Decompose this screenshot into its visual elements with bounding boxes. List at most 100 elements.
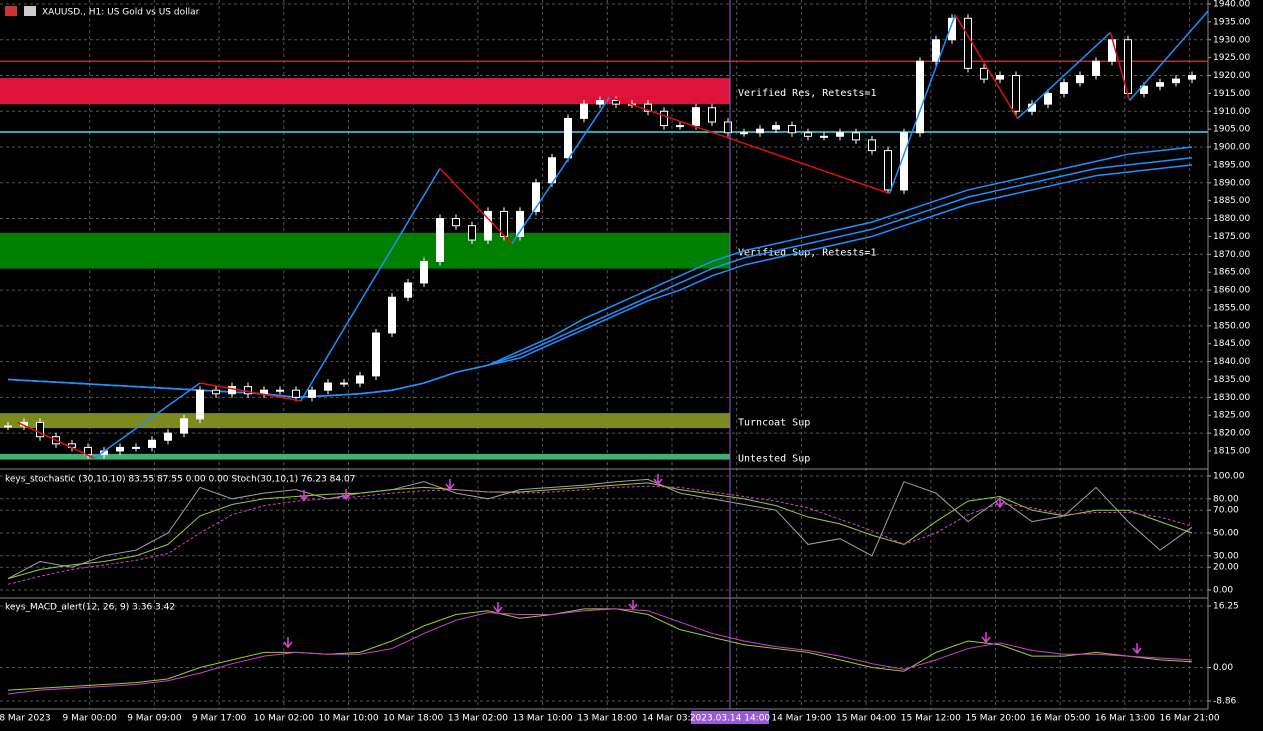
x-tick-label: 13 Mar 02:00 xyxy=(448,714,508,724)
y-tick-label: 1825.00 xyxy=(1213,411,1250,421)
candle xyxy=(180,418,188,434)
y-tick-label: 1845.00 xyxy=(1213,339,1250,349)
x-tick-label: 16 Mar 05:00 xyxy=(1030,714,1090,724)
candle xyxy=(4,425,12,428)
candle xyxy=(836,132,844,137)
candle xyxy=(228,386,236,395)
candle xyxy=(356,375,364,384)
cursor-label: 2023.03.14 14:00 xyxy=(690,714,771,724)
y-tick-label: 1895.00 xyxy=(1213,160,1250,170)
candle xyxy=(644,103,652,112)
candle xyxy=(996,75,1004,80)
zigzag xyxy=(609,96,890,195)
candle xyxy=(932,39,940,62)
candle xyxy=(148,439,156,448)
x-tick-label: 13 Mar 18:00 xyxy=(577,714,637,724)
candle xyxy=(436,218,444,262)
candle xyxy=(388,296,396,334)
candle xyxy=(900,132,908,191)
y-tick-label: 1900.00 xyxy=(1213,143,1250,153)
candle xyxy=(372,332,380,377)
zigzag xyxy=(199,382,301,402)
y-tick-label: 1830.00 xyxy=(1213,393,1250,403)
cursor-label-bg xyxy=(691,711,769,724)
zigzag xyxy=(93,382,201,459)
candle xyxy=(804,132,812,137)
candle xyxy=(308,389,316,398)
candle xyxy=(1012,75,1020,112)
timeframe-icon[interactable] xyxy=(24,6,36,16)
candle xyxy=(772,125,780,130)
candle xyxy=(868,139,876,152)
zigzag xyxy=(300,168,441,402)
candle xyxy=(660,110,668,127)
zigzag xyxy=(439,167,513,245)
y-tick-label: 80.00 xyxy=(1213,494,1239,504)
y-tick-label: 1915.00 xyxy=(1213,89,1250,99)
indicator-title: keys_MACD_alert(12, 26, 9) 3.36 3.42 xyxy=(5,603,175,613)
y-tick-label: 1930.00 xyxy=(1213,35,1250,45)
moving-average xyxy=(7,164,1193,399)
y-tick-label: 1860.00 xyxy=(1213,286,1250,296)
x-tick-label: 14 Mar 03:00 xyxy=(642,714,702,724)
candle xyxy=(1076,75,1084,84)
y-tick-label: 0.00 xyxy=(1213,586,1233,596)
zone-label: Verified Res, Retests=1 xyxy=(738,88,876,99)
zigzag xyxy=(1017,32,1111,119)
y-tick-label: 1890.00 xyxy=(1213,178,1250,188)
y-tick-label: 1865.00 xyxy=(1213,268,1250,278)
candle xyxy=(564,117,572,159)
indicator-line xyxy=(7,608,1193,695)
candle xyxy=(1092,60,1100,77)
candle xyxy=(852,132,860,141)
y-tick-label: 1870.00 xyxy=(1213,250,1250,260)
y-tick-label: 1815.00 xyxy=(1213,447,1250,457)
candle xyxy=(1140,85,1148,94)
candle xyxy=(1108,39,1116,62)
x-tick-label: 14 Mar 19:00 xyxy=(771,714,831,724)
candle xyxy=(1044,92,1052,105)
y-tick-label: 100.00 xyxy=(1213,472,1245,482)
x-tick-label: 9 Mar 09:00 xyxy=(127,714,182,724)
candle xyxy=(724,121,732,134)
y-tick-label: 1835.00 xyxy=(1213,375,1250,385)
x-tick-label: 10 Mar 10:00 xyxy=(318,714,378,724)
indicator-title: keys_stochastic (30,10,10) 83.55 87.55 0… xyxy=(5,475,355,485)
symbol-icon[interactable] xyxy=(5,6,17,16)
candle xyxy=(676,125,684,128)
candle xyxy=(708,107,716,123)
candle xyxy=(452,218,460,227)
y-tick-label: 1850.00 xyxy=(1213,321,1250,331)
candle xyxy=(212,389,220,395)
y-tick-label: -8.86 xyxy=(1213,697,1237,707)
candle xyxy=(116,446,124,452)
candle xyxy=(1188,75,1196,80)
y-tick-label: 1840.00 xyxy=(1213,357,1250,367)
x-tick-label: 10 Mar 18:00 xyxy=(383,714,443,724)
y-tick-label: 16.25 xyxy=(1213,602,1239,612)
candle xyxy=(740,132,748,135)
y-tick-label: 1910.00 xyxy=(1213,107,1250,117)
candle xyxy=(500,210,508,237)
candle xyxy=(580,103,588,119)
zone-label: Turncoat Sup xyxy=(738,418,810,429)
candle xyxy=(132,446,140,449)
candle xyxy=(612,100,620,105)
candle xyxy=(468,225,476,241)
zone-label: Verified Sup, Retests=1 xyxy=(738,248,876,259)
candle xyxy=(420,260,428,284)
candle xyxy=(324,382,332,391)
candle xyxy=(484,210,492,241)
y-tick-label: 50.00 xyxy=(1213,529,1239,539)
candle xyxy=(276,389,284,392)
candle xyxy=(980,67,988,80)
zigzag xyxy=(954,14,1019,119)
x-tick-label: 13 Mar 10:00 xyxy=(513,714,573,724)
candle xyxy=(916,60,924,134)
indicator-line xyxy=(7,485,1193,585)
x-tick-label: 16 Mar 13:00 xyxy=(1095,714,1155,724)
candle xyxy=(292,389,300,398)
